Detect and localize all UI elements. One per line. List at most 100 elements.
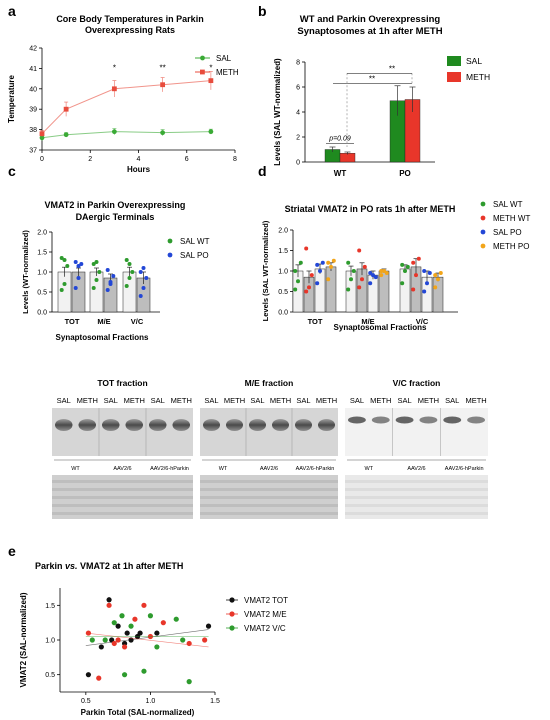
data-point: [346, 287, 351, 292]
y-tick-label: 41: [29, 66, 37, 73]
loading-band: [345, 496, 488, 499]
loading-band: [200, 496, 338, 499]
data-point: [293, 269, 298, 273]
group-label: WT: [71, 466, 80, 472]
data-point: [436, 277, 440, 282]
y-tick-label: 0.5: [37, 290, 47, 297]
data-point: [111, 640, 117, 647]
x-tick-label: M/E: [97, 317, 110, 326]
bar: [356, 268, 368, 313]
data-point: [186, 679, 192, 685]
lane-label: SAL: [104, 396, 118, 405]
data-point: [141, 602, 147, 608]
x-tick-label: 8: [233, 156, 237, 163]
data-point: [373, 275, 378, 280]
x-tick-label: 0.5: [81, 698, 91, 705]
data-point: [124, 258, 129, 262]
data-point: [411, 287, 416, 292]
group-label: WT: [365, 466, 374, 472]
data-point: [94, 260, 99, 264]
protein-band: [395, 416, 414, 424]
chart-title: VMAT2 in Parkin Overexpressing: [45, 200, 186, 210]
group-label: WT: [219, 466, 228, 472]
loading-band: [345, 512, 488, 515]
y-axis-label: Levels (SAL WT-normalized): [261, 220, 270, 321]
chart-title: Synaptosomes at 1h after METH: [297, 26, 442, 37]
y-tick-label: 1.5: [278, 248, 288, 255]
y-tick-label: 1.0: [37, 270, 47, 277]
data-point: [59, 256, 64, 260]
panel-label-d: d: [258, 163, 267, 179]
y-axis-label: VMAT2 (SAL-normalized): [19, 592, 28, 687]
blot-image: [52, 408, 193, 456]
data-point: [119, 613, 125, 619]
bar: [345, 270, 357, 313]
panel-label-a: a: [8, 3, 16, 19]
y-tick-label: 8: [296, 60, 300, 67]
lane-label: METH: [465, 396, 486, 405]
data-point: [160, 130, 166, 136]
data-point: [384, 271, 389, 276]
x-tick-label: V/C: [416, 317, 429, 326]
legend-label: VMAT2 TOT: [244, 596, 288, 605]
data-point: [63, 132, 69, 138]
lane-label: SAL: [204, 396, 218, 405]
legend-marker: [480, 243, 486, 249]
data-point: [173, 616, 179, 622]
chart-c: VMAT2 in Parkin Overexpressing DAergic Te…: [21, 200, 210, 342]
data-point: [111, 274, 116, 278]
panel-label-c: c: [8, 163, 16, 179]
bar: [339, 153, 356, 163]
lane-label: SAL: [151, 396, 165, 405]
group-label: AAV2/6-hParkin: [150, 466, 189, 472]
data-point: [293, 287, 298, 292]
x-tick-label: V/C: [131, 317, 144, 326]
lane-label: METH: [270, 396, 291, 405]
significance-marker: **: [160, 63, 166, 72]
data-point: [96, 675, 102, 681]
data-point: [304, 289, 309, 294]
loading-band: [200, 488, 338, 491]
data-point: [108, 280, 113, 284]
significance-label: **: [369, 74, 375, 83]
data-point: [349, 277, 353, 282]
y-axis-label: Levels (WT-normalized): [21, 230, 30, 314]
data-point: [127, 262, 132, 266]
data-point: [318, 269, 322, 273]
data-point: [76, 264, 81, 268]
y-tick-label: 0.5: [45, 672, 55, 679]
data-point: [91, 262, 96, 266]
lane-label: SAL: [250, 396, 264, 405]
loading-band: [52, 488, 193, 491]
data-point: [160, 620, 166, 626]
blot-title: V/C fraction: [393, 378, 441, 388]
data-point: [141, 286, 146, 290]
legend-marker: [200, 55, 205, 61]
data-point: [320, 260, 325, 265]
x-axis-label: Synaptosomal Fractions: [334, 323, 427, 332]
data-point: [379, 269, 384, 273]
data-point: [208, 129, 214, 135]
legend-swatch: [447, 72, 461, 82]
loading-band: [52, 512, 193, 515]
y-tick-label: 0: [296, 160, 300, 167]
y-tick-label: 1.5: [37, 250, 47, 257]
lane-label: SAL: [57, 396, 71, 405]
blot-image: [345, 408, 488, 456]
loading-band: [345, 480, 488, 483]
data-point: [438, 271, 443, 276]
data-point: [403, 269, 407, 273]
data-point: [128, 637, 134, 643]
protein-band: [249, 419, 266, 431]
lane-label: METH: [418, 396, 439, 405]
protein-band: [443, 416, 462, 424]
data-point: [351, 269, 356, 273]
significance-label: **: [389, 64, 395, 73]
data-point: [132, 616, 138, 622]
data-point: [326, 277, 331, 282]
data-point: [79, 262, 84, 266]
data-point: [127, 276, 132, 280]
legend-marker: [229, 611, 235, 617]
x-tick-label: 4: [137, 156, 141, 163]
data-point: [115, 623, 121, 629]
